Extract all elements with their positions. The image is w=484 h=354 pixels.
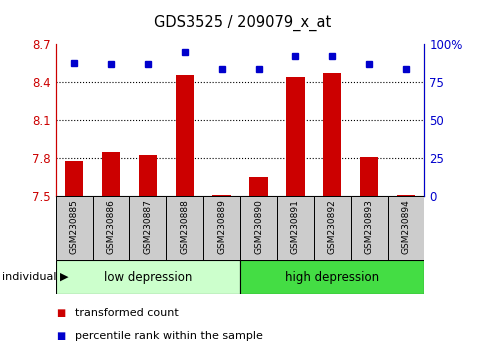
Text: GSM230891: GSM230891 [290, 200, 299, 255]
Text: GSM230893: GSM230893 [364, 200, 373, 255]
Bar [249, 177, 267, 196]
Bar [102, 152, 120, 196]
Text: GSM230887: GSM230887 [143, 200, 152, 255]
Bar [240, 260, 424, 294]
Bar [322, 73, 341, 196]
Bar [175, 75, 194, 196]
Bar [203, 196, 240, 260]
Bar [286, 77, 304, 196]
Text: percentile rank within the sample: percentile rank within the sample [75, 331, 262, 341]
Bar [396, 195, 414, 196]
Text: GSM230892: GSM230892 [327, 200, 336, 255]
Bar [240, 196, 276, 260]
Bar [56, 196, 92, 260]
Bar [56, 260, 240, 294]
Bar [350, 196, 387, 260]
Text: transformed count: transformed count [75, 308, 179, 318]
Text: low depression: low depression [104, 270, 192, 284]
Bar [276, 196, 313, 260]
Text: GSM230889: GSM230889 [217, 200, 226, 255]
Text: GSM230890: GSM230890 [254, 200, 262, 255]
Bar [359, 157, 378, 196]
Bar [212, 195, 230, 196]
Text: individual ▶: individual ▶ [2, 272, 69, 282]
Text: GSM230888: GSM230888 [180, 200, 189, 255]
Text: high depression: high depression [285, 270, 378, 284]
Text: ■: ■ [56, 331, 65, 341]
Bar [138, 155, 157, 196]
Text: ■: ■ [56, 308, 65, 318]
Text: GSM230885: GSM230885 [70, 200, 78, 255]
Bar [65, 161, 83, 196]
Bar [166, 196, 203, 260]
Text: GDS3525 / 209079_x_at: GDS3525 / 209079_x_at [153, 15, 331, 31]
Bar [387, 196, 424, 260]
Text: GSM230886: GSM230886 [106, 200, 115, 255]
Bar [92, 196, 129, 260]
Bar [129, 196, 166, 260]
Bar [313, 196, 350, 260]
Text: GSM230894: GSM230894 [401, 200, 409, 255]
